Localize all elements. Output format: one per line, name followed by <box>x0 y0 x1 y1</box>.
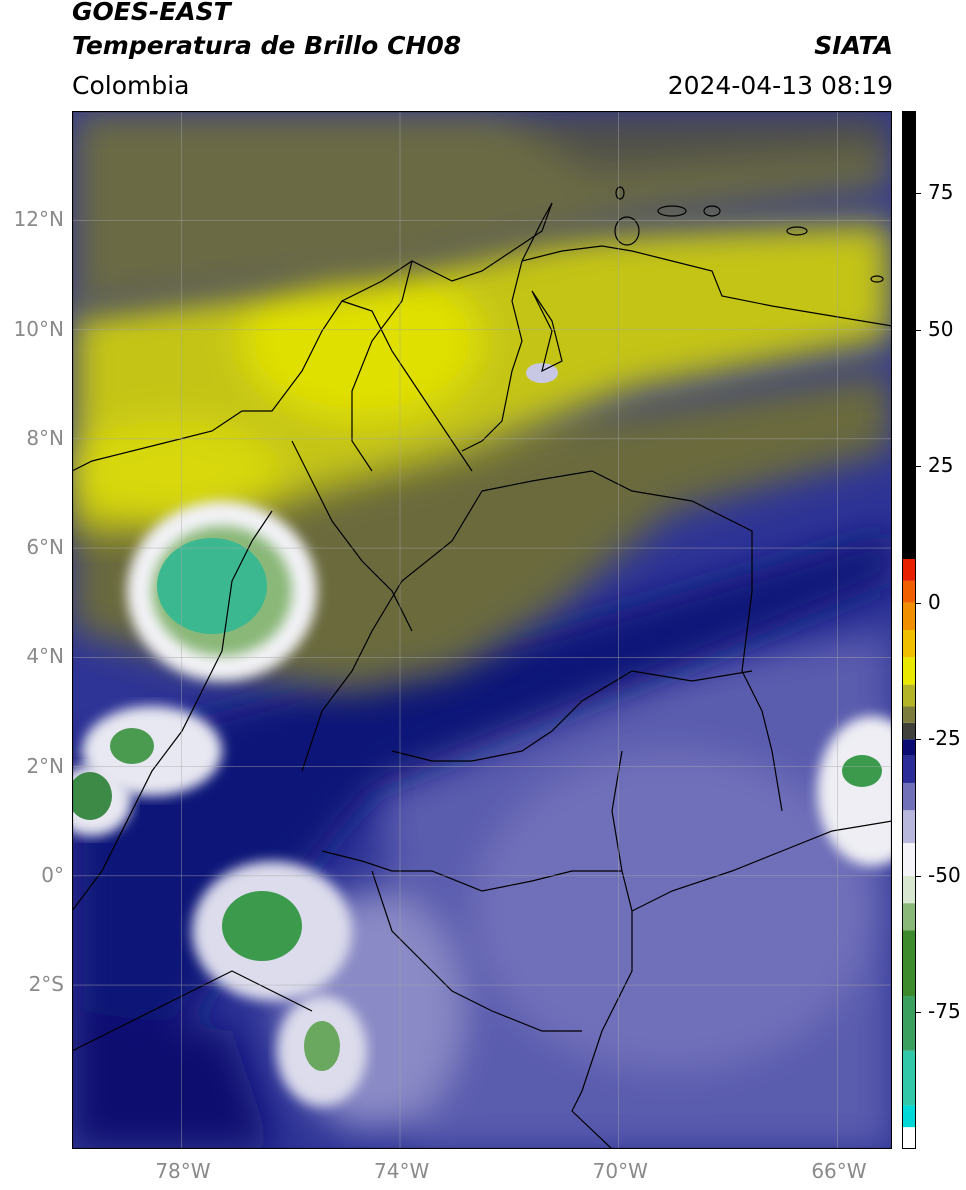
colorbar-tick-mark <box>916 192 921 194</box>
colorbar-segment <box>902 930 916 997</box>
latitude-tick-label: 8°N <box>26 425 64 450</box>
colorbar-segment <box>902 706 916 723</box>
colorbar-segment <box>902 657 916 685</box>
colorbar-segment <box>902 1050 916 1106</box>
colorbar-segment <box>902 739 916 756</box>
colorbar-tick-label: -75 <box>928 999 961 1024</box>
high-cloud-lavender-zone <box>282 631 892 1149</box>
latitude-tick-label: 12°N <box>13 207 64 232</box>
colorbar-segment <box>902 875 916 904</box>
latitude-tick-label: 2°S <box>28 972 64 997</box>
latitude-tick-label: 2°N <box>26 753 64 778</box>
colorbar-tick-mark <box>916 1012 921 1014</box>
colorbar-segment <box>902 630 916 658</box>
map-gridlines <box>72 111 892 1149</box>
convective-storm-cluster-south <box>192 861 367 1106</box>
colorbar-segment <box>902 755 916 783</box>
colorbar-tick-mark <box>916 329 921 331</box>
colorbar-segment <box>902 684 916 707</box>
colorbar-segment <box>902 903 916 931</box>
longitude-tick-label: 74°W <box>374 1159 430 1183</box>
colorbar-tick-mark <box>916 602 921 604</box>
colorbar-tick-mark <box>916 739 921 741</box>
colorbar-segment <box>902 722 916 740</box>
latitude-tick-label: 0° <box>41 862 64 887</box>
agency-label: SIATA <box>814 31 893 60</box>
colorbar-tick-label: 0 <box>928 589 941 614</box>
colorbar-segment <box>902 996 916 1051</box>
region-label: Colombia <box>72 71 190 100</box>
colorbar-segment <box>902 580 916 603</box>
colorbar-segment <box>902 843 916 876</box>
upper-gray-zone <box>72 111 892 311</box>
satellite-title: GOES-EAST <box>72 0 231 26</box>
longitude-tick-label: 70°W <box>592 1159 648 1183</box>
country-borders <box>72 202 892 1149</box>
colorbar-segment <box>902 1127 916 1149</box>
dry-warm-yellow-zone <box>72 221 892 531</box>
product-title: Temperatura de Brillo CH08 <box>72 31 462 60</box>
colorbar-segment <box>902 810 916 844</box>
colorbar-tick-label: 50 <box>928 316 954 341</box>
colorbar-tick-label: 75 <box>928 179 954 204</box>
latitude-tick-label: 6°N <box>26 535 64 560</box>
convective-storm-cluster-coast <box>72 706 222 836</box>
colorbar-segment <box>902 602 916 630</box>
temperature-colorbar <box>902 111 916 1149</box>
latitude-tick-label: 4°N <box>26 644 64 669</box>
colorbar-segment <box>902 558 916 581</box>
longitude-tick-label: 66°W <box>811 1159 867 1183</box>
islands <box>614 186 884 283</box>
colorbar-tick-mark <box>916 875 921 877</box>
latitude-tick-label: 10°N <box>13 316 64 341</box>
colorbar-segment <box>902 782 916 811</box>
satellite-map <box>72 111 892 1149</box>
colorbar-tick-label: 25 <box>928 453 954 478</box>
colorbar-tick-label: -25 <box>928 726 961 751</box>
longitude-tick-label: 78°W <box>155 1159 211 1183</box>
timestamp-label: 2024-04-13 08:19 <box>667 71 893 100</box>
convective-storm-cluster-east <box>817 716 892 866</box>
colorbar-segment <box>902 111 916 559</box>
convective-cell-maracaibo <box>526 363 558 383</box>
convective-storm-cluster-west <box>127 501 317 681</box>
colorbar-segment <box>902 1105 916 1128</box>
colorbar-tick-label: -50 <box>928 862 961 887</box>
colorbar-tick-mark <box>916 466 921 468</box>
map-frame-border <box>72 111 892 1149</box>
